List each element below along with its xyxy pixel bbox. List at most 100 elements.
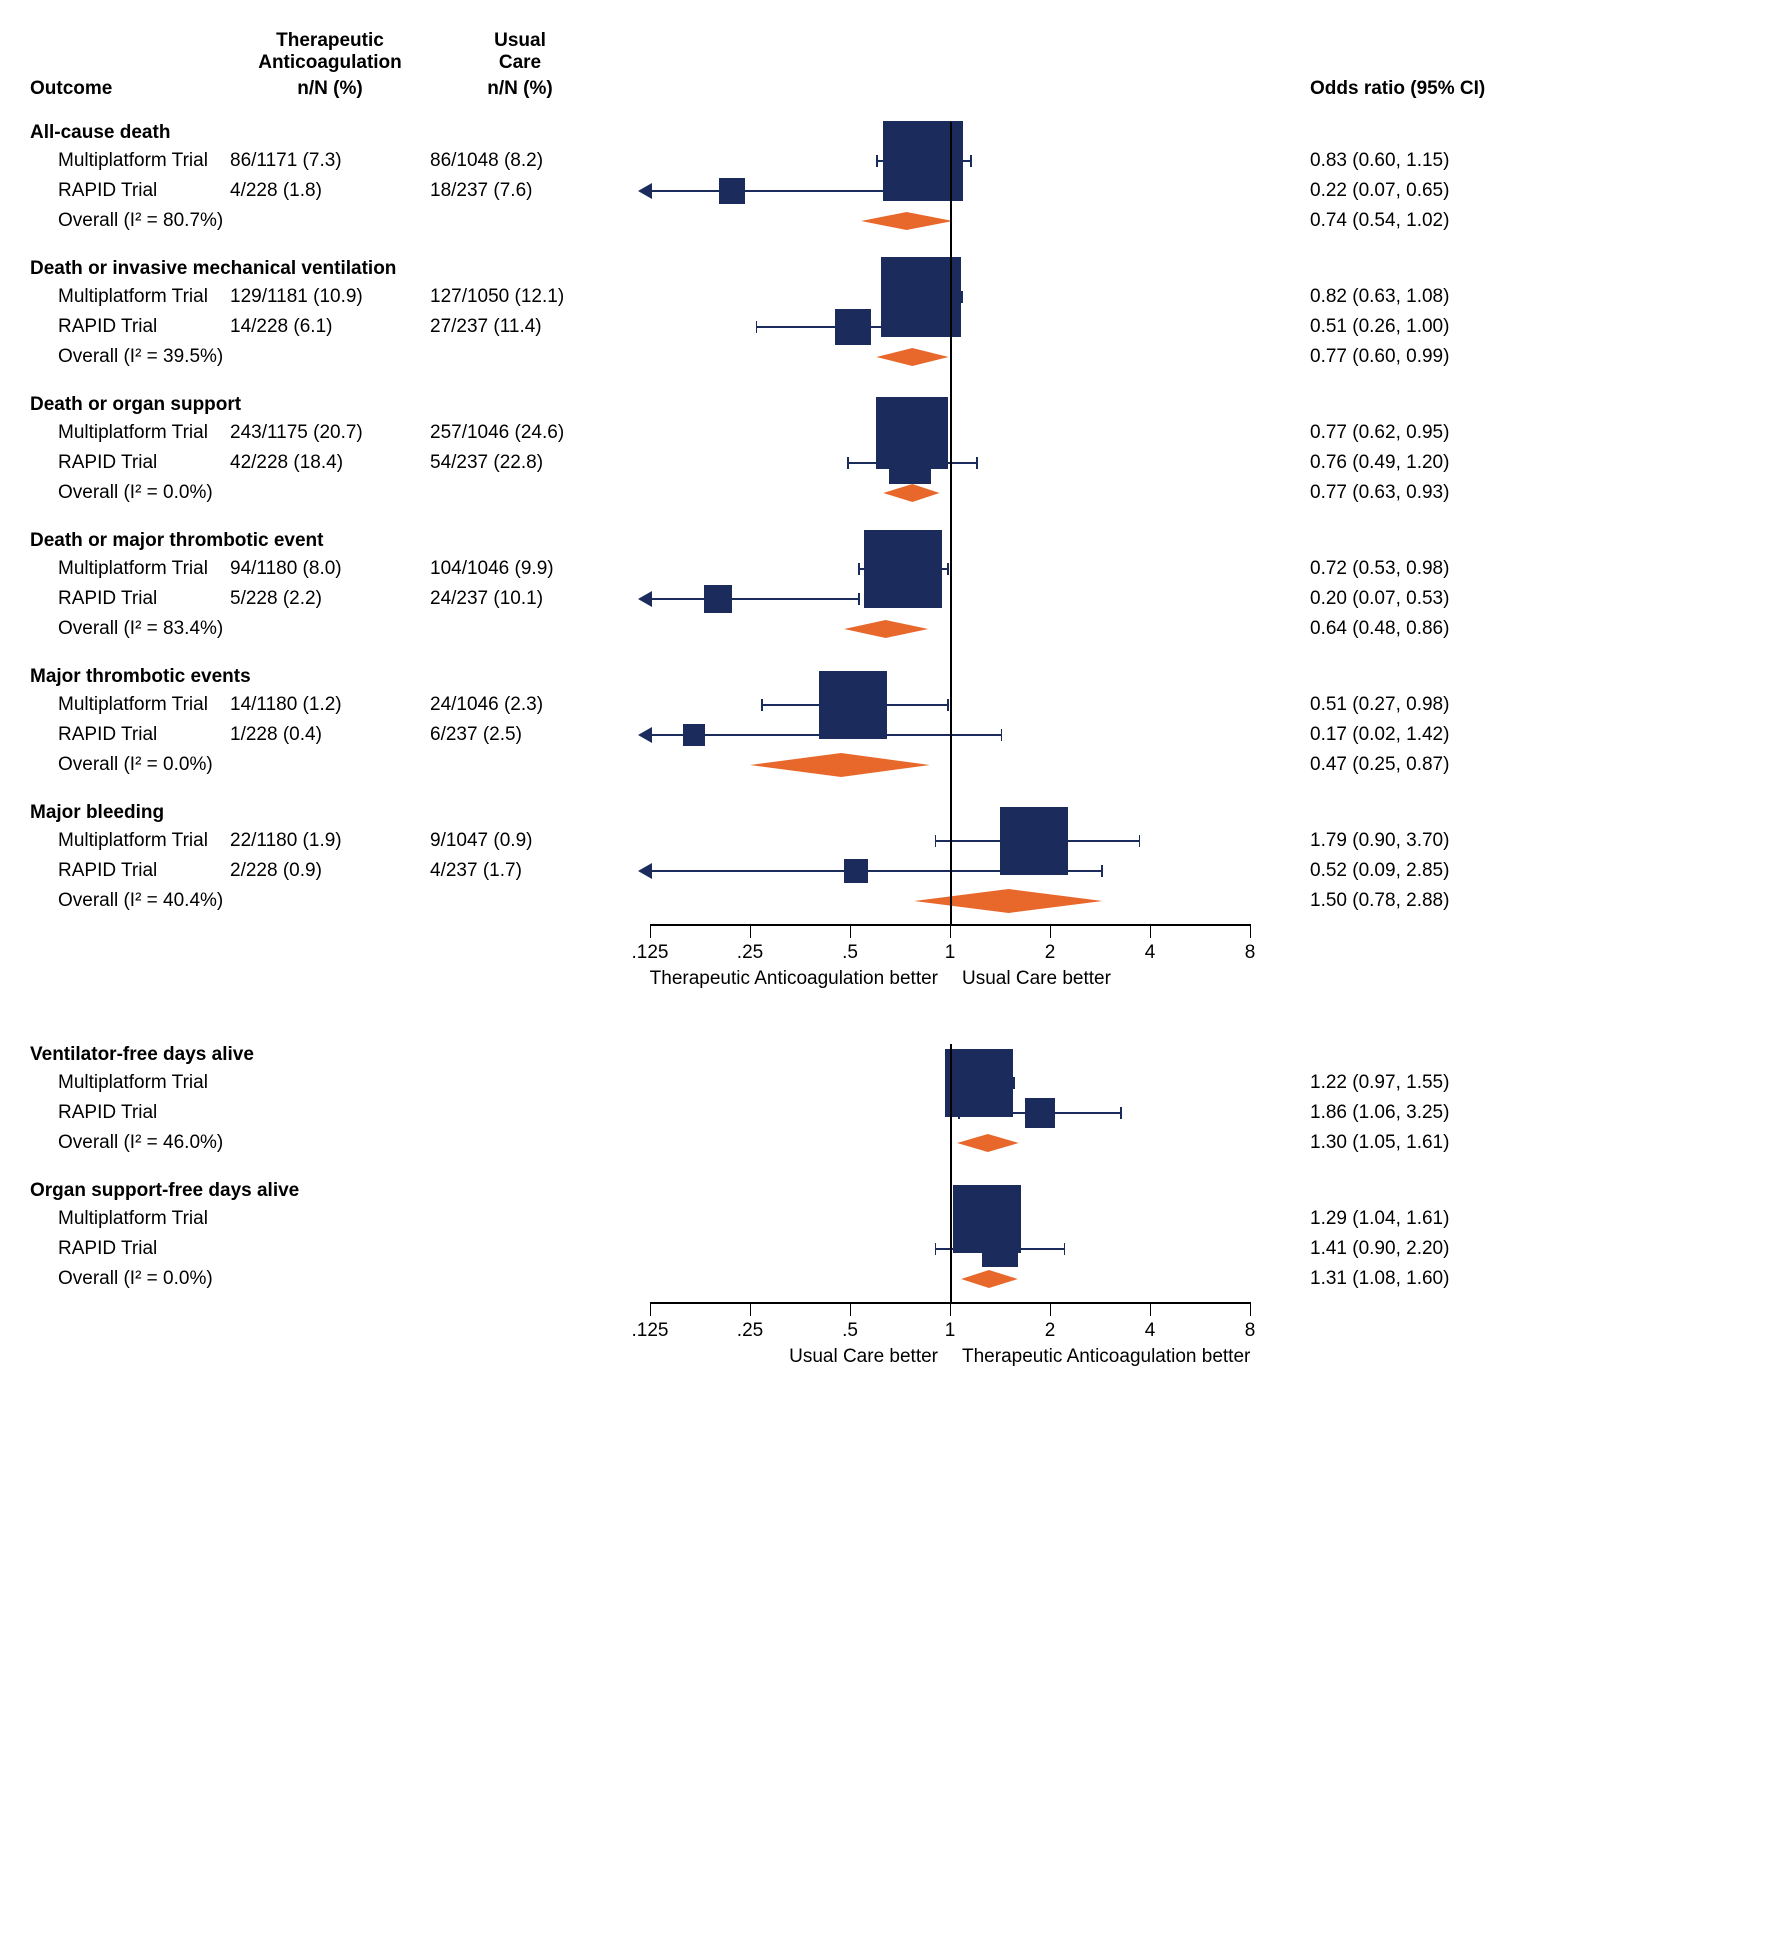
axis-tick-label: 1 [945,942,956,964]
forest-row: Multiplatform Trial86/1171 (7.3)86/1048 … [30,146,1750,176]
axis-tick-label: 8 [1245,1320,1256,1342]
row-therapeutic: 14/1180 (1.2) [230,694,430,716]
forest-row: RAPID Trial1/228 (0.4)6/237 (2.5)0.17 (0… [30,720,1750,750]
row-label: Overall (I² = 83.4%) [30,618,230,640]
row-usual: 27/237 (11.4) [430,316,610,338]
forest-row: Overall (I² = 40.4%)1.50 (0.78, 2.88) [30,886,1750,916]
row-odds-ratio: 0.51 (0.27, 0.98) [1290,694,1710,716]
row-usual: 257/1046 (24.6) [430,422,610,444]
row-label: Multiplatform Trial [30,1208,230,1230]
axis-tick [850,1302,851,1316]
row-label: RAPID Trial [30,860,230,882]
forest-row: RAPID Trial14/228 (6.1)27/237 (11.4)0.51… [30,312,1750,342]
row-odds-ratio: 0.74 (0.54, 1.02) [1290,210,1710,232]
row-usual: 4/237 (1.7) [430,860,610,882]
forest-row: Overall (I² = 80.7%)0.74 (0.54, 1.02) [30,206,1750,236]
group-title: Organ support-free days alive [30,1180,1750,1202]
row-label: Multiplatform Trial [30,422,230,444]
axis-tick-label: .25 [737,1320,763,1342]
row-usual: 24/1046 (2.3) [430,694,610,716]
axis-tick-label: .125 [632,942,669,964]
row-label: Overall (I² = 39.5%) [30,346,230,368]
forest-row: RAPID Trial5/228 (2.2)24/237 (10.1)0.20 … [30,584,1750,614]
row-therapeutic: 129/1181 (10.9) [230,286,430,308]
axis-tick [1250,1302,1251,1316]
axis-tick-label: 1 [945,1320,956,1342]
axis-tick-label: .125 [632,1320,669,1342]
row-odds-ratio: 1.31 (1.08, 1.60) [1290,1268,1710,1290]
row-therapeutic: 243/1175 (20.7) [230,422,430,444]
axis-tick [650,924,651,938]
axis-tick-label: 4 [1145,942,1156,964]
group-title: Ventilator-free days alive [30,1044,1750,1066]
section: Ventilator-free days alive Multiplatform … [30,1044,1750,1372]
estimate-box [683,724,705,746]
row-therapeutic: 2/228 (0.9) [230,860,430,882]
ci-line [650,598,858,600]
row-odds-ratio: 1.79 (0.90, 3.70) [1290,830,1710,852]
forest-row: RAPID Trial2/228 (0.9)4/237 (1.7) 0.52 (0… [30,856,1750,886]
row-label: Multiplatform Trial [30,1072,230,1094]
row-therapeutic: 86/1171 (7.3) [230,150,430,172]
row-usual: 24/237 (10.1) [430,588,610,610]
row-usual: 9/1047 (0.9) [430,830,610,852]
row-odds-ratio: 0.22 (0.07, 0.65) [1290,180,1710,202]
row-odds-ratio: 1.50 (0.78, 2.88) [1290,890,1710,912]
forest-row: Overall (I² = 0.0%) 0.47 (0.25, 0.87) [30,750,1750,780]
axis-tick-label: .5 [842,1320,858,1342]
row-odds-ratio: 0.52 (0.09, 2.85) [1290,860,1710,882]
row-odds-ratio: 0.83 (0.60, 1.15) [1290,150,1710,172]
row-odds-ratio: 1.41 (0.90, 2.20) [1290,1238,1710,1260]
row-therapeutic: 14/228 (6.1) [230,316,430,338]
header-therapeutic-1: Therapeutic [276,30,384,51]
row-label: Overall (I² = 0.0%) [30,482,230,504]
row-odds-ratio: 0.47 (0.25, 0.87) [1290,754,1710,776]
ci-whisker [976,457,978,469]
row-label: Overall (I² = 0.0%) [30,754,230,776]
forest-row: Overall (I² = 0.0%)1.31 (1.08, 1.60) [30,1264,1750,1294]
forest-plot-container: TherapeuticAnticoagulation UsualCare Out… [30,30,1750,1372]
header-usual-1: Usual [494,30,546,51]
forest-row: Multiplatform Trial1.29 (1.04, 1.61) [30,1204,1750,1234]
estimate-box [835,309,871,345]
forest-row: Multiplatform Trial129/1181 (10.9)127/10… [30,282,1750,312]
row-odds-ratio: 0.77 (0.63, 0.93) [1290,482,1710,504]
axis-tick-label: 4 [1145,1320,1156,1342]
axis-left-label: Therapeutic Anticoagulation better [650,968,938,990]
axis-tick [750,1302,751,1316]
header-usual-nn: n/N (%) [430,78,610,100]
header-ther-nn: n/N (%) [230,78,430,100]
estimate-box [982,1231,1018,1267]
estimate-box [844,859,868,883]
group-title: Major bleeding [30,802,1750,824]
ci-whisker [1001,729,1003,741]
arrow-left-icon [638,863,652,879]
row-therapeutic: 94/1180 (8.0) [230,558,430,580]
row-odds-ratio: 0.82 (0.63, 1.08) [1290,286,1710,308]
forest-row: Overall (I² = 0.0%) 0.77 (0.63, 0.93) [30,478,1750,508]
row-odds-ratio: 0.51 (0.26, 1.00) [1290,316,1710,338]
axis-left-label: Usual Care better [789,1346,938,1368]
row-label: Multiplatform Trial [30,830,230,852]
row-label: RAPID Trial [30,452,230,474]
ci-whisker [1139,835,1141,847]
axis-tick [1050,924,1051,938]
estimate-box [704,585,732,613]
axis-tick-label: 2 [1045,1320,1056,1342]
axis-tick [1150,1302,1151,1316]
row-therapeutic: 22/1180 (1.9) [230,830,430,852]
ci-whisker [876,155,878,167]
forest-row: Overall (I² = 83.4%)0.64 (0.48, 0.86) [30,614,1750,644]
axis: .125.25.51248Usual Care betterTherapeuti… [610,1302,1290,1372]
row-label: RAPID Trial [30,180,230,202]
axis-tick [950,924,951,938]
row-odds-ratio: 1.86 (1.06, 3.25) [1290,1102,1710,1124]
row-odds-ratio: 0.76 (0.49, 1.20) [1290,452,1710,474]
row-usual: 54/237 (22.8) [430,452,610,474]
forest-row: RAPID Trial1.41 (0.90, 2.20) [30,1234,1750,1264]
row-usual: 6/237 (2.5) [430,724,610,746]
reference-line [950,1044,952,1302]
row-label: RAPID Trial [30,1102,230,1124]
ci-whisker [858,593,860,605]
forest-row: RAPID Trial 1.86 (1.06, 3.25) [30,1098,1750,1128]
